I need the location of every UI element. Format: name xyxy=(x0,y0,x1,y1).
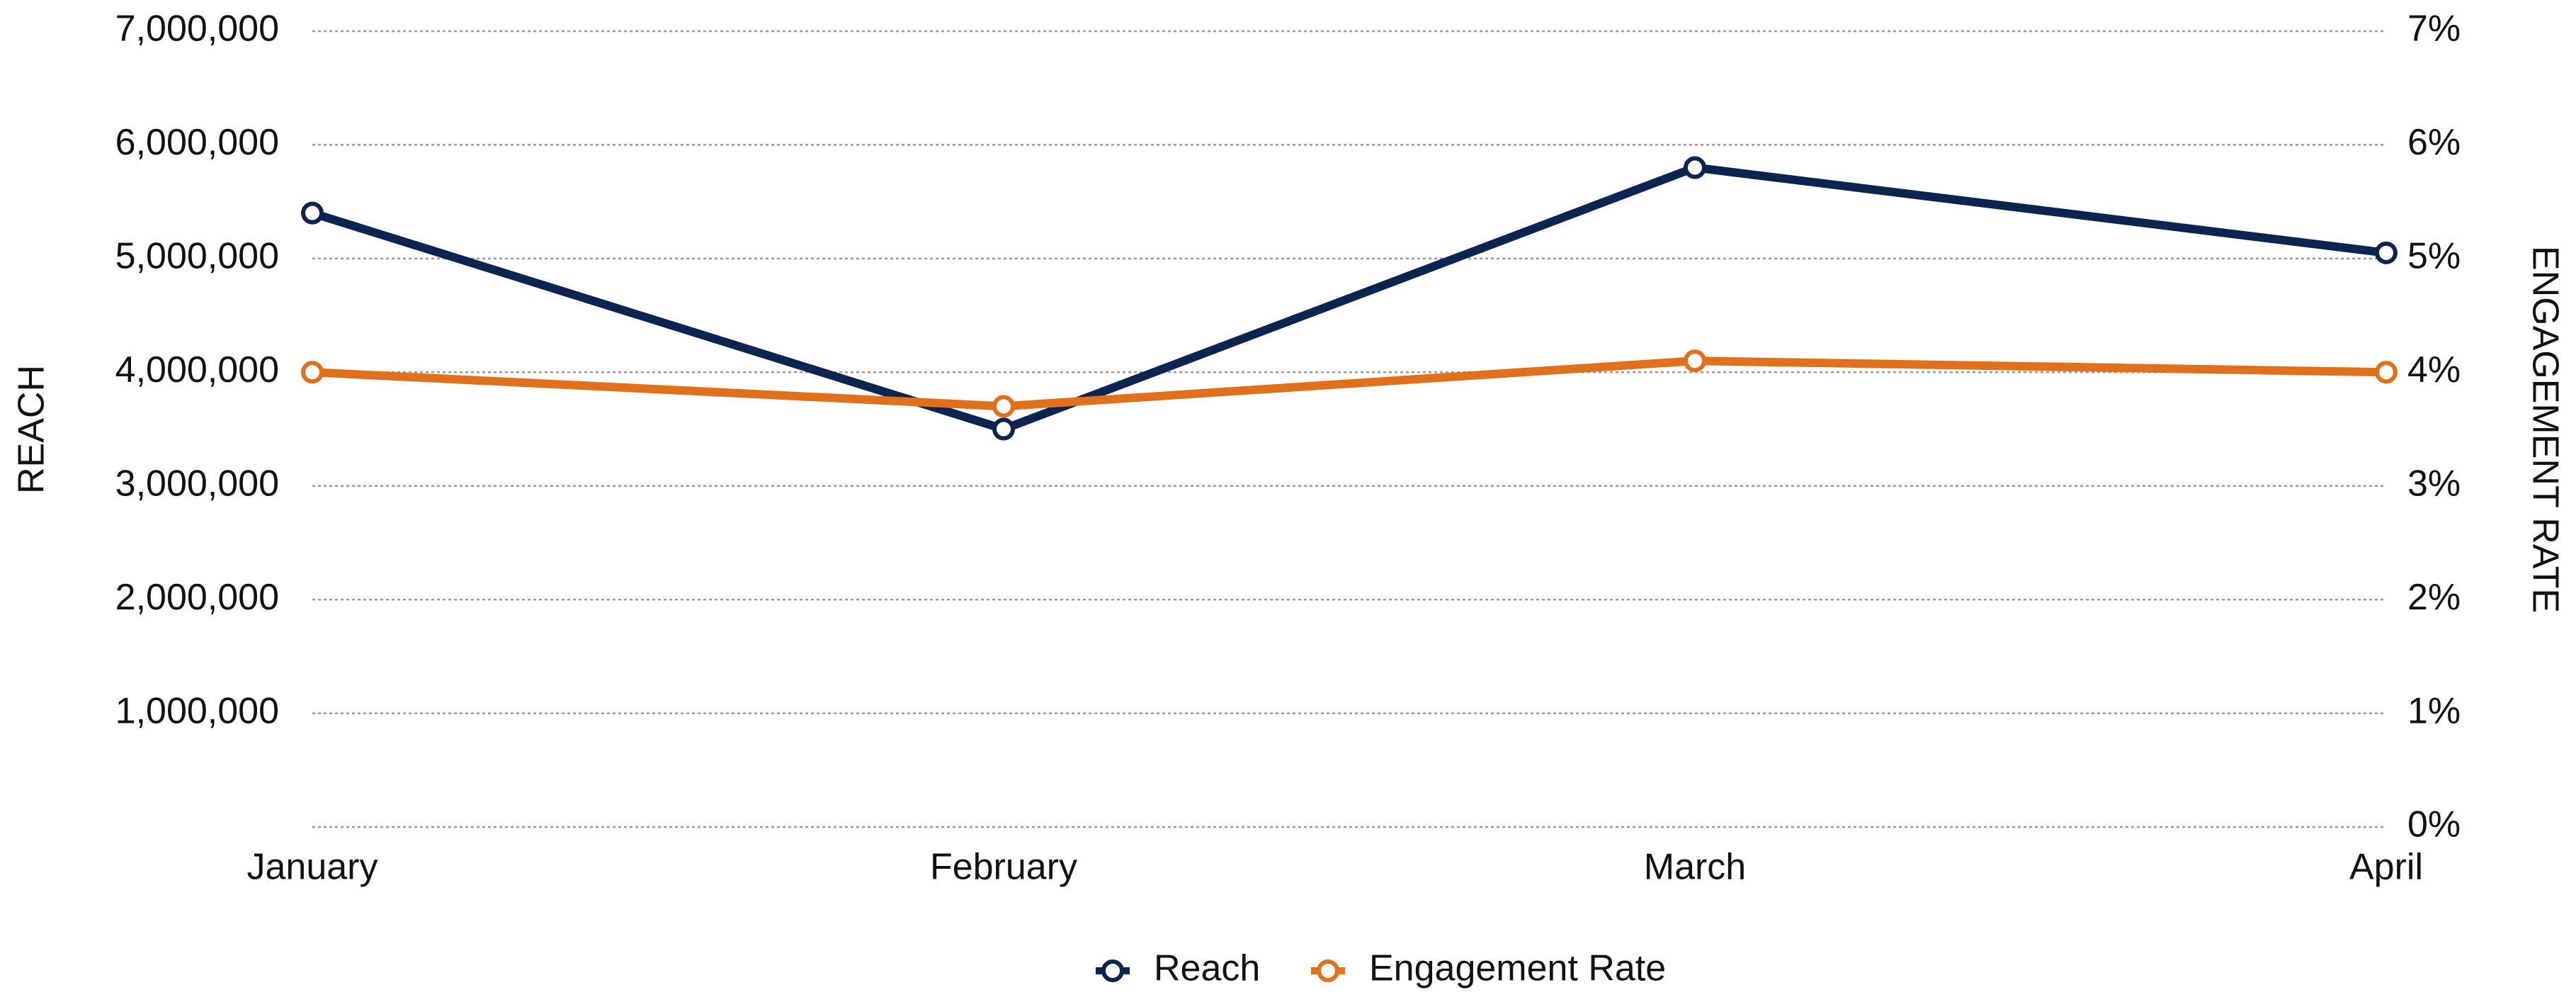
y-axis-title: REACH xyxy=(11,365,52,494)
y2-tick-label: 7% xyxy=(2407,9,2461,50)
data-point xyxy=(1684,156,1706,179)
data-point xyxy=(992,395,1015,418)
y2-tick-label: 1% xyxy=(2407,690,2461,731)
x-tick-label: February xyxy=(930,847,1077,888)
y2-tick-label: 2% xyxy=(2407,577,2461,618)
y-tick-label: 5,000,000 xyxy=(115,236,279,277)
y2-tick-label: 5% xyxy=(2407,236,2461,277)
x-tick-label: April xyxy=(2349,847,2423,888)
x-tick-label: January xyxy=(247,847,378,888)
x-tick-label: March xyxy=(1644,847,1746,888)
series-line xyxy=(311,163,2387,434)
y-tick-label: 1,000,000 xyxy=(115,690,279,731)
y2-tick-label: 4% xyxy=(2407,349,2461,390)
y2-tick-label: 0% xyxy=(2407,804,2461,845)
data-point xyxy=(301,361,324,384)
data-point xyxy=(2375,241,2398,264)
y-tick-label: 2,000,000 xyxy=(115,577,279,618)
y-tick-label: 7,000,000 xyxy=(115,9,279,50)
y-tick-label: 6,000,000 xyxy=(115,122,279,163)
data-point xyxy=(2375,361,2398,384)
legend-marker xyxy=(1101,959,1124,982)
legend-marker xyxy=(1317,959,1339,982)
y-tick-label: 4,000,000 xyxy=(115,349,279,390)
y-tick-label: 3,000,000 xyxy=(115,463,279,504)
legend-label: Engagement Rate xyxy=(1369,948,1666,989)
y2-tick-label: 3% xyxy=(2407,463,2461,504)
data-point xyxy=(1684,349,1706,373)
data-point xyxy=(301,201,324,225)
y2-axis-title: ENGAGEMENT RATE xyxy=(2524,246,2565,613)
y2-tick-label: 6% xyxy=(2407,122,2461,163)
data-point xyxy=(992,417,1015,441)
series-line xyxy=(312,356,2387,411)
legend-label: Reach xyxy=(1154,948,1260,989)
